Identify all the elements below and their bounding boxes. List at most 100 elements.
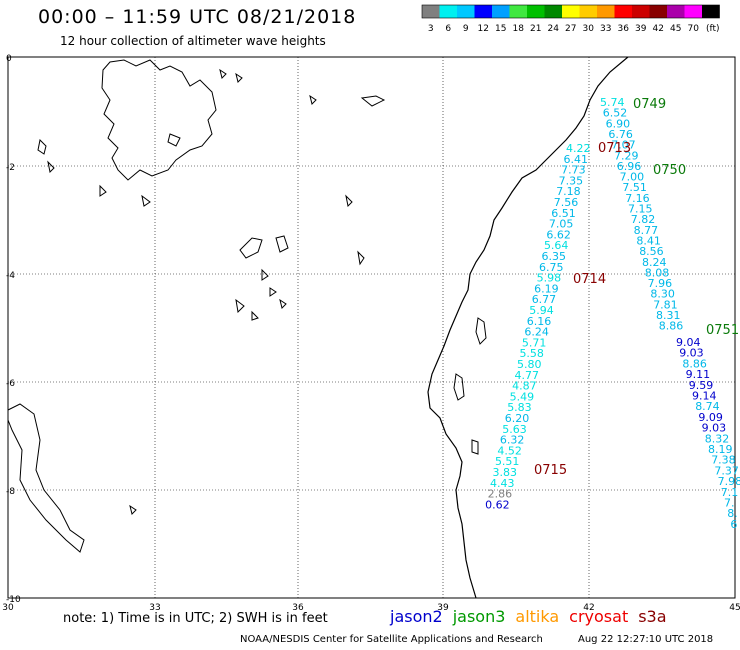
swh-value: 9.11 [686,368,711,381]
swh-value: 8.86 [682,357,707,370]
legend-swatch [597,5,615,18]
track-time-label: 0751 [706,323,739,338]
swh-value: 8.24 [642,256,667,269]
legend-label: 27 [565,24,576,34]
swh-value: 5.71 [522,336,547,349]
swh-value: 7.29 [614,149,639,162]
coastline-lake-victoria [37,59,243,207]
swh-value: 9.03 [702,422,727,435]
swh-value: 5.49 [510,390,535,403]
legend-swatch [614,5,632,18]
swh-value: 6.77 [532,293,557,306]
lon-label: 36 [292,603,304,613]
satellite-s3a: s3a [638,607,667,626]
swh-value: 7.98 [718,475,740,488]
legend-label: 70 [688,24,700,34]
legend-label: 24 [548,24,560,34]
swh-value: 7.18 [556,185,581,198]
lat-label: -8 [6,487,15,497]
swh-value: 0.62 [485,498,510,511]
track-time-label: 0715 [534,463,567,478]
swh-value: 6 [730,518,737,531]
chart-title: 00:00 – 11:59 UTC 08/21/2018 [38,6,357,28]
swh-value: 8.41 [636,234,661,247]
swh-value: 5.58 [519,347,544,360]
swh-value: 5.64 [544,239,569,252]
footer-credit: NOAA/NESDIS Center for Satellite Applica… [240,634,543,645]
satellite-jason3: jason3 [452,607,506,626]
legend-swatch [702,5,720,18]
swh-value: 8.32 [705,432,730,445]
swh-value: 7.38 [711,454,736,467]
swh-value: 6.19 [534,282,559,295]
legend-label: 3 [428,24,434,34]
swh-value: 6.20 [505,412,530,425]
coastline-lake-tanganyika [7,403,137,553]
swh-value: 6.90 [606,117,631,130]
track-time-label: 0749 [633,97,666,112]
swh-value: 6.75 [539,261,564,274]
legend-label: 21 [530,24,541,34]
swh-value: 4.77 [515,369,540,382]
swh-value: 8.74 [695,400,720,413]
lon-label: 39 [437,603,449,613]
legend-label: (ft) [706,24,720,34]
legend-label: 39 [635,24,647,34]
chart-subtitle: 12 hour collection of altimeter wave hei… [60,34,326,48]
footer-timestamp: Aug 22 12:27:10 UTC 2018 [578,634,714,645]
swh-value: 7.51 [622,181,647,194]
swh-value: 8.08 [645,266,670,279]
swh-value: 8.77 [634,224,659,237]
legend-label: 42 [653,24,664,34]
satellite-legend: jason2 jason3 altika cryosat s3a [390,607,677,626]
swh-value: 5.83 [507,401,532,414]
satellite-cryosat: cryosat [569,607,629,626]
legend-swatch [457,5,475,18]
swh-value: 9.14 [692,390,717,403]
legend-swatch [632,5,650,18]
legend-swatch [492,5,510,18]
swh-value: 4.22 [566,142,591,155]
swh-value: 3.83 [493,466,518,479]
swh-value: 5.51 [495,455,520,468]
legend-label: 15 [495,24,506,34]
swh-value: 8. [727,507,738,520]
track-time-label: 0750 [653,163,686,178]
legend-label: 30 [583,24,595,34]
legend-swatch [439,5,457,18]
satellite-jason2: jason2 [390,607,443,626]
swh-value: 5.98 [537,272,562,285]
swh-value: 9.09 [698,411,723,424]
lat-label: -10 [6,595,21,605]
legend-swatch [509,5,527,18]
swh-value: 6.16 [527,315,552,328]
satellite-altika: altika [515,607,560,626]
swh-value: 4.43 [490,477,515,490]
swh-value: 6.32 [500,434,524,447]
swh-value: 7.05 [549,218,574,231]
legend-swatch [684,5,702,18]
lat-label: -4 [6,271,15,281]
swh-value: 7.96 [648,277,673,290]
legend-label: 18 [513,24,525,34]
swh-value: 9.59 [689,379,714,392]
swh-value: 4.52 [497,444,522,457]
swh-value: 7.73 [561,164,586,177]
swh-value: 6.41 [564,153,589,166]
graticule [8,57,735,598]
map-frame [7,56,736,599]
swh-value: 5.80 [517,358,542,371]
swh-value: 9.04 [676,336,701,349]
lon-label: 30 [2,603,14,613]
swh-value: 6.62 [546,228,571,241]
swh-value: 7.15 [628,203,653,216]
legend-swatch [474,5,492,18]
swh-value: 5.74 [600,96,625,109]
legend-label: 6 [445,24,451,34]
swh-value: 6.52 [603,107,628,120]
swh-value: 7. [724,497,735,510]
swh-value: 8.56 [639,245,664,258]
track-time-label: 0713 [598,141,631,156]
color-legend: 3 6 9 12 15 18 21 24 27 30 33 36 39 42 45 70 (ft) [421,4,720,34]
